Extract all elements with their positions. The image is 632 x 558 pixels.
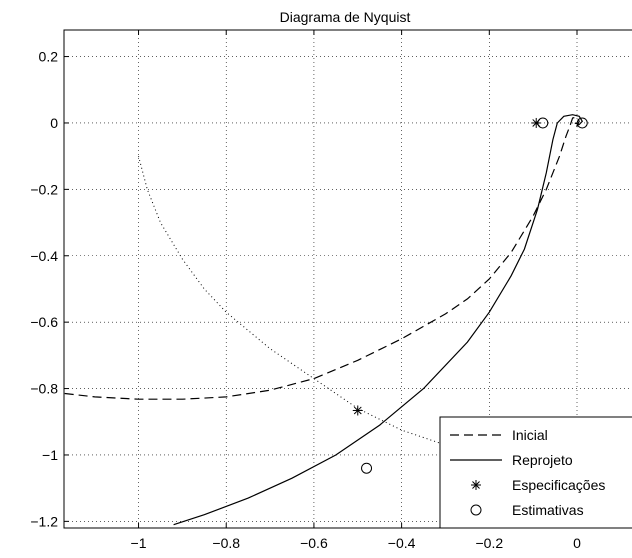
x-tick-label: −0.8 xyxy=(212,535,240,551)
y-tick-label: −0.4 xyxy=(30,248,58,264)
legend-circle-swatch xyxy=(470,504,482,516)
x-tick-label: −1 xyxy=(131,535,147,551)
legend-asterisk-swatch xyxy=(471,480,481,490)
legend: Inicial Reprojeto Especificações Estimativa… xyxy=(439,416,632,529)
plot-frame xyxy=(63,29,632,529)
estimate-marker xyxy=(537,117,549,129)
marker-layer xyxy=(352,117,588,474)
y-tick-label: 0 xyxy=(50,115,58,131)
chart-title: Diagrama de Nyquist xyxy=(280,9,411,25)
y-tick-label: −0.8 xyxy=(30,381,58,397)
series-dashed-line xyxy=(64,116,580,400)
x-tick-label: −0.2 xyxy=(475,535,503,551)
y-tick-label: −1 xyxy=(42,447,58,463)
legend-label: Inicial xyxy=(512,427,548,443)
y-tick-label: −1.2 xyxy=(30,513,58,529)
estimate-marker xyxy=(576,117,588,129)
x-tick-label: 0 xyxy=(573,535,581,551)
legend-label: Reprojeto xyxy=(512,452,573,468)
estimate-marker xyxy=(361,462,373,474)
series-solid-line xyxy=(173,114,584,526)
specification-marker xyxy=(352,405,363,416)
y-tick-label: −0.6 xyxy=(30,314,58,330)
legend-label: Especificações xyxy=(512,477,605,493)
y-tick-label: 0.2 xyxy=(39,49,59,65)
ticks: −1 −0.8 −0.6 −0.4 −0.2 0 0.2 0 −0.2 −0.4 −0.6 −0.8 −… xyxy=(30,30,581,551)
legend-label: Estimativas xyxy=(512,502,584,518)
y-tick-label: −0.2 xyxy=(30,181,58,197)
x-tick-label: −0.6 xyxy=(300,535,328,551)
series-layer xyxy=(64,114,632,526)
x-tick-label: −0.4 xyxy=(388,535,416,551)
